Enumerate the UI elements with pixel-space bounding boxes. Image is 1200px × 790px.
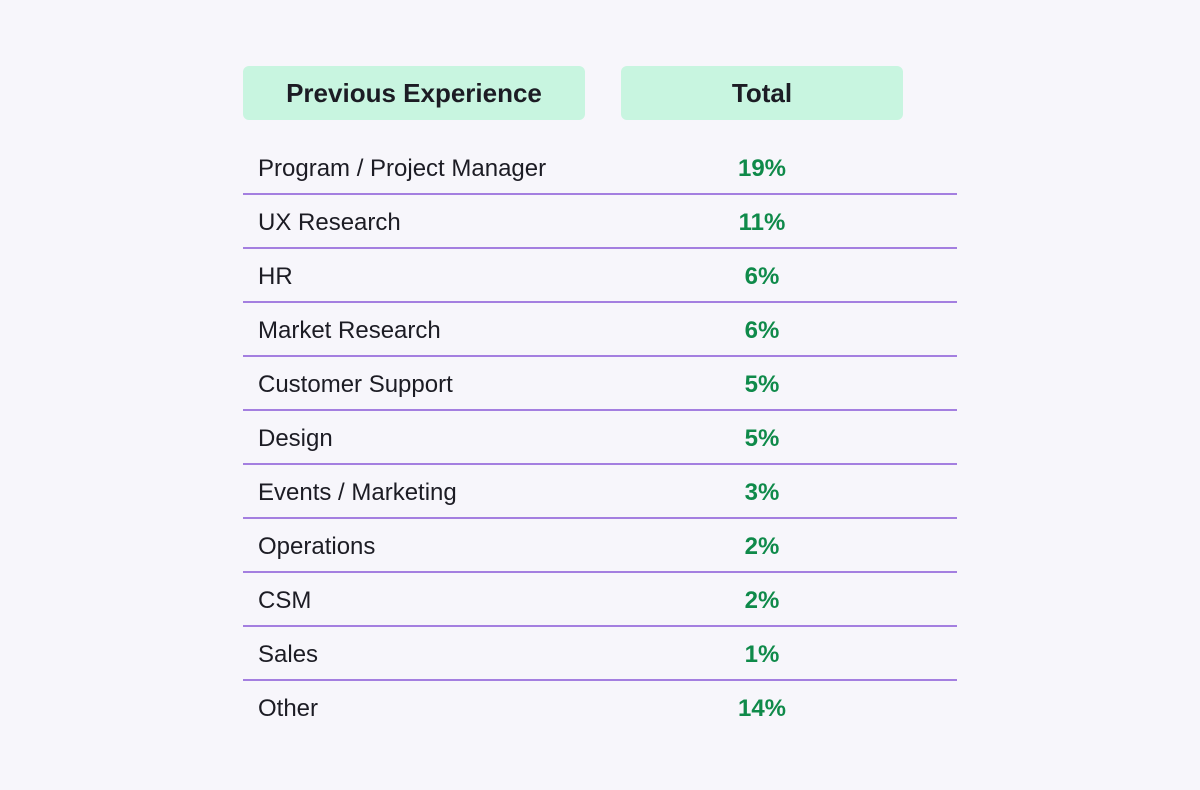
table-row: Design 5% — [243, 411, 957, 465]
row-label: HR — [258, 263, 293, 290]
row-label: Program / Project Manager — [258, 155, 547, 182]
table-row: Market Research 6% — [243, 303, 957, 357]
row-label: CSM — [258, 587, 312, 614]
row-value: 2% — [744, 533, 780, 560]
row-label: Events / Marketing — [258, 479, 457, 506]
row-value: 14% — [737, 695, 787, 722]
table-row: Sales 1% — [243, 627, 957, 681]
row-label: UX Research — [258, 209, 401, 236]
table-row: CSM 2% — [243, 573, 957, 627]
row-label: Customer Support — [258, 371, 453, 398]
row-value: 11% — [738, 209, 786, 236]
row-label: Design — [258, 425, 333, 452]
experience-table: Previous Experience Total Program / Proj… — [243, 66, 957, 746]
table-row: Events / Marketing 3% — [243, 465, 957, 519]
row-value: 3% — [744, 479, 780, 506]
table-body: Program / Project Manager 19% UX Research 1… — [243, 141, 957, 735]
row-label: Operations — [258, 533, 376, 560]
table-row: Operations 2% — [243, 519, 957, 573]
row-label: Other — [258, 695, 319, 722]
row-label: Market Research — [258, 317, 441, 344]
row-label: Sales — [258, 641, 319, 668]
table-row: Customer Support 5% — [243, 357, 957, 411]
row-value: 6% — [744, 263, 780, 290]
row-value: 1% — [744, 641, 780, 668]
table-row: Other 14% — [243, 681, 957, 735]
row-value: 19% — [737, 155, 787, 182]
row-value: 5% — [744, 371, 780, 398]
row-value: 2% — [744, 587, 780, 614]
table-row: UX Research 11% — [243, 195, 957, 249]
table-row: Program / Project Manager 19% — [243, 141, 957, 195]
table-row: HR 6% — [243, 249, 957, 303]
column-header-total: Total — [621, 66, 903, 120]
row-value: 5% — [744, 425, 780, 452]
row-value: 6% — [744, 317, 780, 344]
column-header-previous-experience: Previous Experience — [243, 66, 585, 120]
